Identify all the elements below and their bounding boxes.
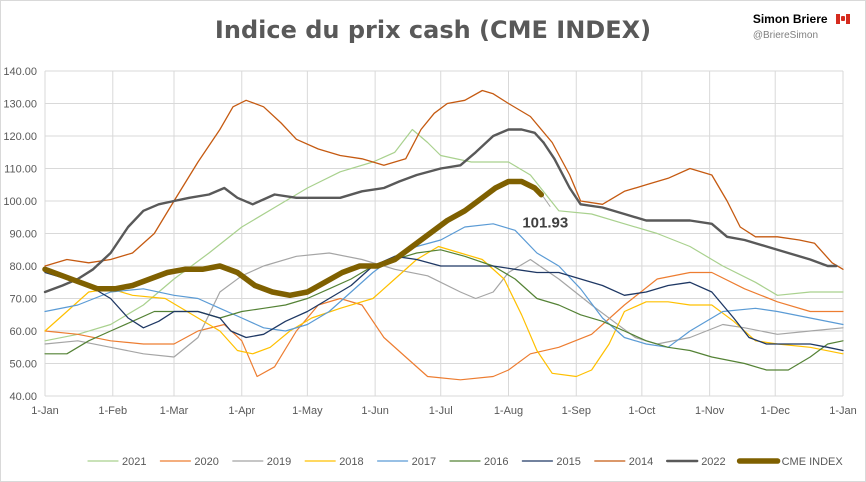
legend-label: 2022 — [701, 456, 725, 468]
series-line-2019 — [44, 252, 844, 358]
chart-annotation: 101.93 — [522, 196, 568, 232]
x-tick-label: 1-Mar — [160, 405, 189, 417]
x-tick-label: 1-Apr — [228, 405, 255, 417]
series-line-2014 — [44, 89, 844, 270]
brand-name: Simon Briere — [752, 12, 828, 26]
y-tick-label: 70.00 — [9, 294, 37, 306]
y-tick-label: 50.00 — [9, 359, 37, 371]
legend-label: 2015 — [556, 456, 580, 468]
series-line-2017 — [44, 223, 844, 348]
x-tick-label: 1-Jan — [31, 405, 59, 417]
x-tick-label: 1-Jun — [361, 405, 389, 417]
x-tick-label: 1-Jan — [829, 405, 857, 417]
canada-flag-icon — [836, 14, 850, 24]
series-line-2022 — [542, 141, 838, 268]
x-tick-label: 1-Jul — [429, 405, 453, 417]
y-tick-label: 120.00 — [3, 131, 37, 143]
x-tick-label: 1-Feb — [98, 405, 127, 417]
y-axis-ticks: 40.00 50.00 60.00 70.00 80.00 90.00 100.00 110.… — [3, 66, 37, 403]
legend-label: 2016 — [484, 456, 508, 468]
x-tick-label: 1-Dec — [761, 405, 791, 417]
chart-legend: 2021 2020 2019 2018 2017 2016 2015 2014 2022 CME … — [87, 456, 844, 468]
series-line-2022 — [43, 128, 545, 294]
x-axis-ticks: 1-Jan 1-Feb 1-Mar 1-Apr 1-May 1-Jun 1-Jul 1-Aug… — [31, 405, 857, 417]
y-tick-label: 80.00 — [9, 261, 37, 273]
legend-label: 2020 — [194, 456, 218, 468]
y-tick-label: 110.00 — [4, 164, 37, 176]
series-line-2020 — [44, 271, 844, 381]
x-tick-label: 1-Aug — [494, 405, 523, 417]
annotation-leader-line — [542, 196, 551, 208]
x-tick-label: 1-Sep — [562, 405, 591, 417]
y-tick-label: 130.00 — [3, 99, 37, 111]
series-line-cme-index — [42, 178, 545, 299]
x-tick-label: 1-Oct — [628, 405, 655, 417]
series-line-2015 — [44, 255, 844, 352]
y-tick-label: 140.00 — [3, 66, 37, 78]
y-tick-label: 90.00 — [9, 229, 37, 241]
legend-label: 2019 — [267, 456, 291, 468]
y-tick-label: 40.00 — [9, 391, 37, 403]
brand-badge: Simon Briere @BriereSimon — [753, 10, 850, 41]
series-line-2016 — [44, 249, 844, 371]
legend-label: 2017 — [412, 456, 436, 468]
annotation-label: 101.93 — [522, 215, 568, 232]
legend-label: CME INDEX — [782, 456, 844, 468]
x-tick-label: 1-May — [292, 405, 323, 417]
brand-handle: @BriereSimon — [752, 30, 819, 41]
legend-label: 2021 — [122, 456, 146, 468]
legend-label: 2018 — [339, 456, 363, 468]
series-line-2018 — [44, 245, 844, 378]
chart-title: Indice du prix cash (CME INDEX) — [214, 16, 652, 44]
series-line-2021 — [44, 128, 844, 342]
chart-series — [42, 89, 844, 381]
x-tick-label: 1-Nov — [695, 405, 725, 417]
y-tick-label: 60.00 — [9, 326, 37, 338]
legend-label: 2014 — [629, 456, 653, 468]
y-tick-label: 100.00 — [3, 196, 37, 208]
